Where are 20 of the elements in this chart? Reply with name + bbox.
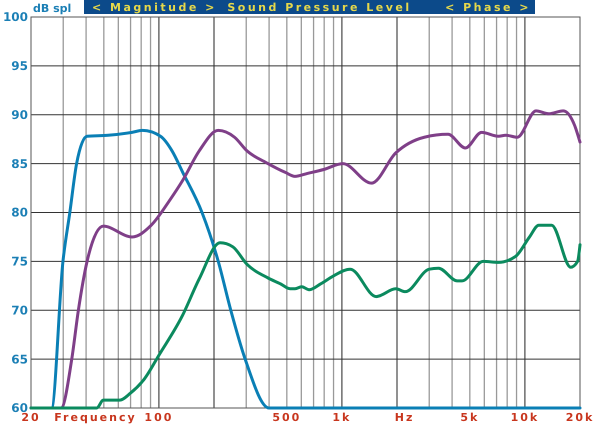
text: Hz [394,411,414,424]
y-tick-label: 65 [11,352,28,366]
y-tick-label: 75 [11,254,28,269]
x-tick-label: 10k [510,411,540,424]
y-tick-label: 80 [11,206,28,220]
y-tick-label: 95 [11,59,28,74]
y-tick-label: 70 [11,303,28,318]
x-tick-label: 100 [144,411,174,424]
chart-title: Sound Pressure Level [227,1,412,14]
y-tick-label: 90 [11,108,28,122]
x-tick-label: 5k [460,411,480,424]
x-tick-label: 20k [566,411,594,424]
text: < Magnitude > [92,1,217,14]
y-tick-label: 100 [2,10,28,24]
x-axis-title: Frequency [54,411,137,424]
y-axis-title: dB spl [33,2,72,15]
x-tick-label: 1k [332,411,352,424]
text: < Phase > [445,1,531,14]
x-tick-label: 500 [272,411,302,424]
y-tick-label: 85 [11,156,28,171]
